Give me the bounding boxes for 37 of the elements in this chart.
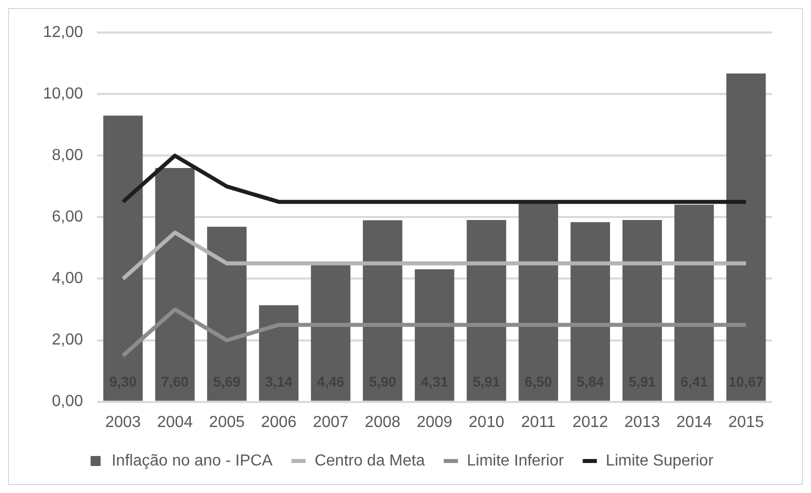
bar — [466, 220, 506, 401]
bar — [726, 74, 766, 401]
x-tick-label: 2009 — [416, 414, 452, 431]
bar — [674, 204, 714, 401]
bar — [518, 202, 558, 401]
bar — [362, 220, 402, 401]
x-tick-label: 2005 — [209, 414, 245, 431]
x-tick-label: 2010 — [468, 414, 504, 431]
x-tick-label: 2006 — [260, 414, 297, 431]
bar — [414, 269, 454, 401]
x-tick-label: 2008 — [364, 414, 400, 431]
x-tick-label: 2015 — [728, 414, 764, 431]
bar — [622, 220, 662, 401]
x-tick-label: 2013 — [624, 414, 660, 431]
y-tick-label: 12,00 — [42, 24, 84, 42]
bar — [155, 168, 195, 401]
bar — [570, 222, 610, 401]
bar — [259, 305, 298, 401]
bar — [103, 116, 143, 401]
y-tick-label: 6,00 — [52, 208, 84, 226]
y-tick-label: 10,00 — [42, 86, 84, 103]
y-tick-label: 4,00 — [52, 270, 84, 288]
x-tick-label: 2004 — [157, 414, 193, 431]
x-tick-label: 2003 — [105, 414, 141, 431]
x-tick-label: 2007 — [312, 414, 349, 431]
bar — [310, 264, 350, 401]
legend-label: Inflação no ano - IPCA — [112, 452, 273, 470]
x-tick-label: 2012 — [572, 414, 608, 431]
legend-label: Limite Inferior — [466, 452, 564, 470]
x-tick-label: 2011 — [521, 414, 556, 431]
bar — [207, 226, 247, 401]
legend-label: Limite Superior — [606, 452, 714, 470]
y-tick-label: 0,00 — [52, 393, 84, 410]
legend-label: Centro da Meta — [314, 452, 425, 470]
x-tick-label: 2014 — [676, 414, 712, 431]
y-tick-label: 2,00 — [52, 332, 84, 349]
y-tick-label: 8,00 — [52, 147, 84, 164]
